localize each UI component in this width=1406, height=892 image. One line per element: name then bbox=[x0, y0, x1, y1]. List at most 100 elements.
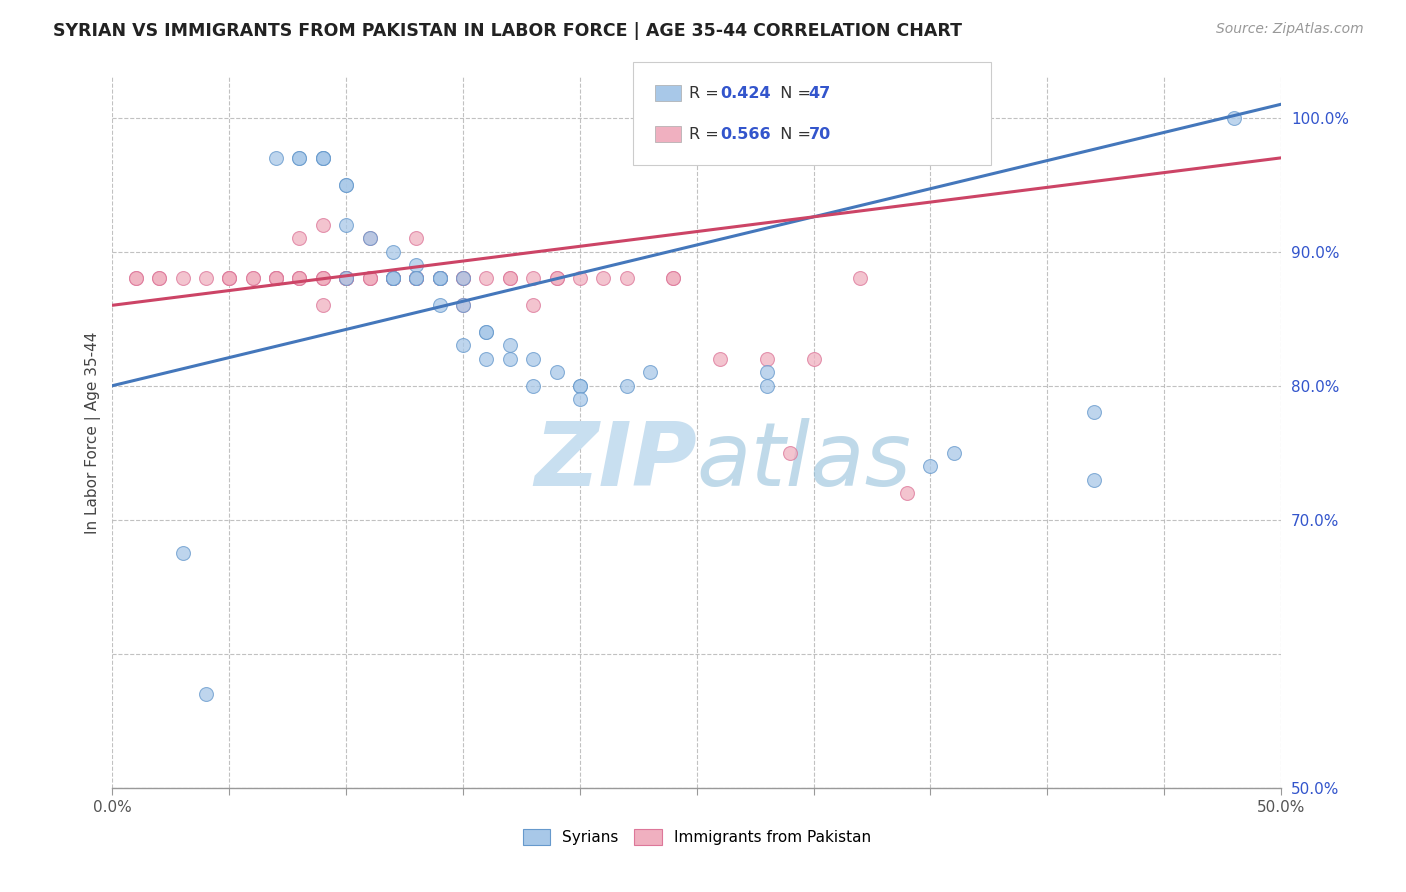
Point bbox=[475, 351, 498, 366]
Point bbox=[381, 271, 404, 285]
Point bbox=[172, 271, 194, 285]
Point bbox=[264, 271, 287, 285]
Point bbox=[218, 271, 240, 285]
Point bbox=[755, 365, 778, 379]
Point bbox=[522, 351, 544, 366]
Text: atlas: atlas bbox=[697, 418, 911, 504]
Point bbox=[312, 218, 335, 232]
Point bbox=[242, 271, 264, 285]
Point bbox=[522, 271, 544, 285]
Point bbox=[429, 271, 451, 285]
Point bbox=[312, 151, 335, 165]
Point bbox=[451, 298, 474, 312]
Point bbox=[405, 271, 427, 285]
Point bbox=[264, 271, 287, 285]
Point bbox=[1083, 473, 1105, 487]
Point bbox=[288, 151, 311, 165]
Point bbox=[475, 325, 498, 339]
Point bbox=[288, 271, 311, 285]
Point bbox=[546, 365, 568, 379]
Point bbox=[662, 271, 685, 285]
Point bbox=[194, 271, 217, 285]
Point bbox=[451, 271, 474, 285]
Point bbox=[616, 378, 638, 392]
Point bbox=[451, 271, 474, 285]
Point bbox=[335, 271, 357, 285]
Text: R =: R = bbox=[689, 127, 724, 142]
Point bbox=[522, 378, 544, 392]
Point bbox=[1083, 405, 1105, 419]
Point bbox=[335, 178, 357, 192]
Point bbox=[849, 271, 872, 285]
Point bbox=[662, 271, 685, 285]
Point bbox=[381, 244, 404, 259]
Point bbox=[312, 271, 335, 285]
Point bbox=[451, 338, 474, 352]
Point bbox=[312, 151, 335, 165]
Point bbox=[288, 151, 311, 165]
Point bbox=[335, 271, 357, 285]
Point bbox=[429, 271, 451, 285]
Point bbox=[381, 271, 404, 285]
Point bbox=[920, 459, 942, 474]
Point bbox=[709, 351, 731, 366]
Point bbox=[546, 271, 568, 285]
Point bbox=[405, 271, 427, 285]
Point bbox=[405, 271, 427, 285]
Point bbox=[568, 378, 591, 392]
Point bbox=[499, 271, 522, 285]
Point bbox=[1223, 111, 1246, 125]
Point bbox=[451, 298, 474, 312]
Y-axis label: In Labor Force | Age 35-44: In Labor Force | Age 35-44 bbox=[86, 332, 101, 533]
Point bbox=[755, 378, 778, 392]
Point bbox=[755, 351, 778, 366]
Point bbox=[638, 365, 661, 379]
Point bbox=[148, 271, 170, 285]
Point bbox=[359, 231, 381, 245]
Point bbox=[451, 271, 474, 285]
Point bbox=[499, 271, 522, 285]
Point bbox=[429, 271, 451, 285]
Point bbox=[405, 271, 427, 285]
Point bbox=[264, 271, 287, 285]
Point bbox=[568, 392, 591, 406]
Point bbox=[288, 271, 311, 285]
Point bbox=[172, 546, 194, 560]
Point bbox=[522, 298, 544, 312]
Point bbox=[125, 271, 148, 285]
Point bbox=[942, 151, 965, 165]
Point bbox=[451, 271, 474, 285]
Point bbox=[499, 351, 522, 366]
Point bbox=[381, 271, 404, 285]
Point bbox=[335, 271, 357, 285]
Point bbox=[381, 271, 404, 285]
Point bbox=[218, 271, 240, 285]
Point bbox=[568, 271, 591, 285]
Point bbox=[312, 151, 335, 165]
Text: ZIP: ZIP bbox=[534, 417, 697, 505]
Text: N =: N = bbox=[770, 86, 817, 101]
Point bbox=[335, 178, 357, 192]
Point bbox=[803, 351, 825, 366]
Point bbox=[312, 298, 335, 312]
Point bbox=[405, 231, 427, 245]
Point bbox=[264, 151, 287, 165]
Point bbox=[288, 271, 311, 285]
Point bbox=[405, 258, 427, 272]
Point bbox=[475, 325, 498, 339]
Point bbox=[381, 271, 404, 285]
Point bbox=[194, 687, 217, 701]
Point bbox=[125, 271, 148, 285]
Point bbox=[405, 271, 427, 285]
Point bbox=[381, 271, 404, 285]
Text: 47: 47 bbox=[808, 86, 831, 101]
Point bbox=[218, 271, 240, 285]
Point bbox=[896, 486, 918, 500]
Point bbox=[779, 446, 801, 460]
Text: N =: N = bbox=[770, 127, 817, 142]
Point bbox=[148, 271, 170, 285]
Text: 0.424: 0.424 bbox=[720, 86, 770, 101]
Point bbox=[312, 271, 335, 285]
Point bbox=[288, 231, 311, 245]
Point bbox=[616, 271, 638, 285]
